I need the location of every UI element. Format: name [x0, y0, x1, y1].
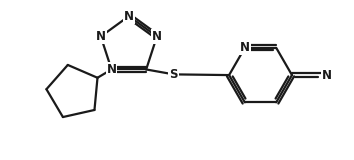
Text: N: N [107, 63, 116, 76]
Text: S: S [170, 68, 178, 81]
Text: N: N [96, 30, 106, 43]
Text: N: N [240, 41, 250, 54]
Text: N: N [124, 10, 134, 23]
Text: N: N [152, 30, 162, 43]
Text: N: N [322, 69, 332, 82]
